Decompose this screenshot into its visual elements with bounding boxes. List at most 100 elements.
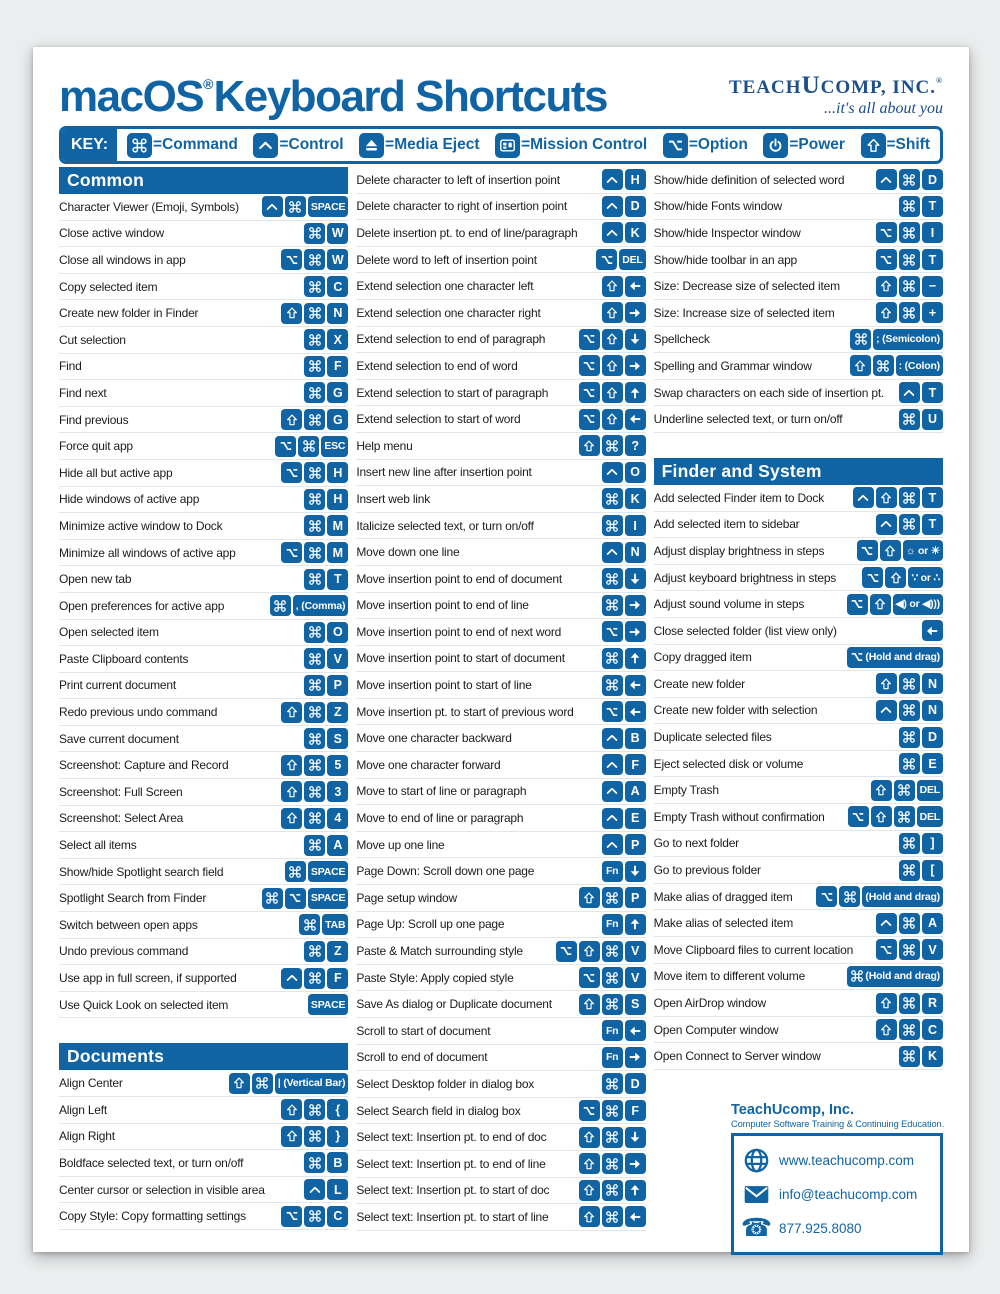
shortcut-keys: Z xyxy=(281,701,349,723)
shortcut-label: Show/hide Inspector window xyxy=(653,225,801,240)
shift-icon xyxy=(584,1131,595,1143)
shortcut-keys: ] xyxy=(898,832,943,854)
ctrl-key xyxy=(601,780,623,802)
shortcut-label: Paste & Match surrounding style xyxy=(356,944,523,959)
shift-key xyxy=(875,487,897,509)
cmd-icon xyxy=(309,653,321,665)
shortcut-label: Add selected item to sidebar xyxy=(653,517,800,532)
cmd-key xyxy=(601,515,623,537)
shift-icon xyxy=(286,786,297,798)
cmd-icon xyxy=(309,626,321,639)
cmd-key xyxy=(304,648,326,670)
shortcut-keys xyxy=(601,674,646,696)
shortcut-row: Minimize all windows of active app M xyxy=(59,540,349,567)
ctrl-icon xyxy=(606,229,618,236)
cmd-icon xyxy=(309,706,321,718)
key-cap: C xyxy=(327,276,349,298)
opt-key xyxy=(662,132,688,158)
shortcut-label: Extend selection one character left xyxy=(356,279,534,294)
cmd-key xyxy=(304,754,326,776)
cmd-icon xyxy=(903,280,916,292)
cmd-icon xyxy=(903,1050,916,1063)
opt-key xyxy=(601,621,623,643)
shift-icon xyxy=(584,945,595,957)
cmd-icon xyxy=(903,944,916,956)
key-cap: ] xyxy=(921,832,943,854)
shortcut-label: Save As dialog or Duplicate document xyxy=(356,997,552,1012)
opt-icon xyxy=(862,546,873,555)
shortcut-keys: DEL xyxy=(847,806,943,828)
ctrl-icon xyxy=(309,1186,321,1193)
ctrl-icon xyxy=(606,735,618,742)
shortcut-label: Make alias of dragged item xyxy=(653,889,793,904)
cmd-icon xyxy=(877,360,889,372)
shift-icon xyxy=(584,1158,595,1170)
key-cap: D xyxy=(921,726,943,748)
shortcut-keys: D xyxy=(601,195,646,217)
key-cap: SPACE xyxy=(307,994,349,1016)
shortcut-label: Boldface selected text, or turn on/off xyxy=(59,1155,244,1170)
shortcut-label: Insert new line after insertion point xyxy=(356,465,532,480)
opt-key xyxy=(284,887,306,909)
shortcut-row: Make alias of dragged item (Hold and drag… xyxy=(653,884,943,911)
key-cap: O xyxy=(327,621,349,643)
rarr-icon xyxy=(629,627,641,637)
shortcut-row: Go to next folder] xyxy=(653,831,943,858)
cmd-key xyxy=(872,355,894,377)
section-header: Finder and System xyxy=(653,457,943,485)
shortcut-keys xyxy=(601,594,646,616)
shortcut-keys: A xyxy=(304,834,349,856)
opt-key xyxy=(856,540,878,562)
legend-label: =Media Eject xyxy=(385,136,480,153)
shortcut-row: Empty Trash without confirmation DEL xyxy=(653,804,943,831)
shortcut-row: Open preferences for active app , (Comma) xyxy=(59,593,349,620)
key-cap: W xyxy=(327,222,349,244)
shortcut-label: Underline selected text, or turn on/off xyxy=(653,412,843,427)
shortcut-label: Cut selection xyxy=(59,332,126,347)
shortcut-keys xyxy=(601,302,646,324)
ctrl-key xyxy=(253,132,279,158)
shortcut-keys: (Hold and drag) xyxy=(847,646,943,668)
shortcut-label: Copy dragged item xyxy=(653,650,752,665)
shortcut-row: Screenshot: Capture and Record 5 xyxy=(59,752,349,780)
shortcut-keys: SPACE xyxy=(261,887,349,909)
shortcut-row: Align Left { xyxy=(59,1097,349,1124)
cmd-icon xyxy=(274,599,287,612)
shift-icon xyxy=(607,360,618,372)
key-cap: D xyxy=(624,1073,646,1095)
cmd-key xyxy=(893,806,915,828)
cmd-icon xyxy=(903,704,916,717)
shortcut-keys xyxy=(578,328,646,350)
key-cap: R xyxy=(921,992,943,1014)
ctrl-key xyxy=(601,461,623,483)
shortcut-keys: W xyxy=(304,222,349,244)
shortcut-label: Delete character to left of insertion po… xyxy=(356,172,560,187)
darr-icon xyxy=(630,865,640,877)
shortcut-keys: − xyxy=(875,275,943,297)
rarr-key xyxy=(624,621,646,643)
shortcut-label: Close active window xyxy=(59,226,164,241)
shift-icon xyxy=(286,414,297,425)
key-cap: DEL xyxy=(916,806,943,828)
cmd-icon xyxy=(903,1023,916,1036)
larr-icon xyxy=(630,1212,641,1222)
shift-icon xyxy=(584,1184,595,1196)
shortcut-row: Swap characters on each side of insertio… xyxy=(653,380,943,407)
key-cap: C xyxy=(921,1019,943,1041)
shortcut-label: Move down one line xyxy=(356,545,460,560)
shortcut-keys: N xyxy=(875,699,943,721)
cmd-icon xyxy=(309,387,321,399)
shortcut-keys: F xyxy=(281,967,349,989)
rarr-icon xyxy=(629,361,641,371)
key-cap: N xyxy=(921,673,943,695)
shift-key xyxy=(601,302,623,324)
cmd-icon xyxy=(309,333,321,346)
cmd-icon xyxy=(903,518,916,531)
shortcut-row: Save current document S xyxy=(59,726,349,753)
key-cap: SPACE xyxy=(307,196,349,218)
key-cap: 3 xyxy=(327,781,349,803)
ctrl-key xyxy=(875,169,897,191)
shortcut-keys: F xyxy=(304,355,349,377)
key-cap: V xyxy=(327,648,349,670)
legend-label: =Power xyxy=(789,136,845,153)
